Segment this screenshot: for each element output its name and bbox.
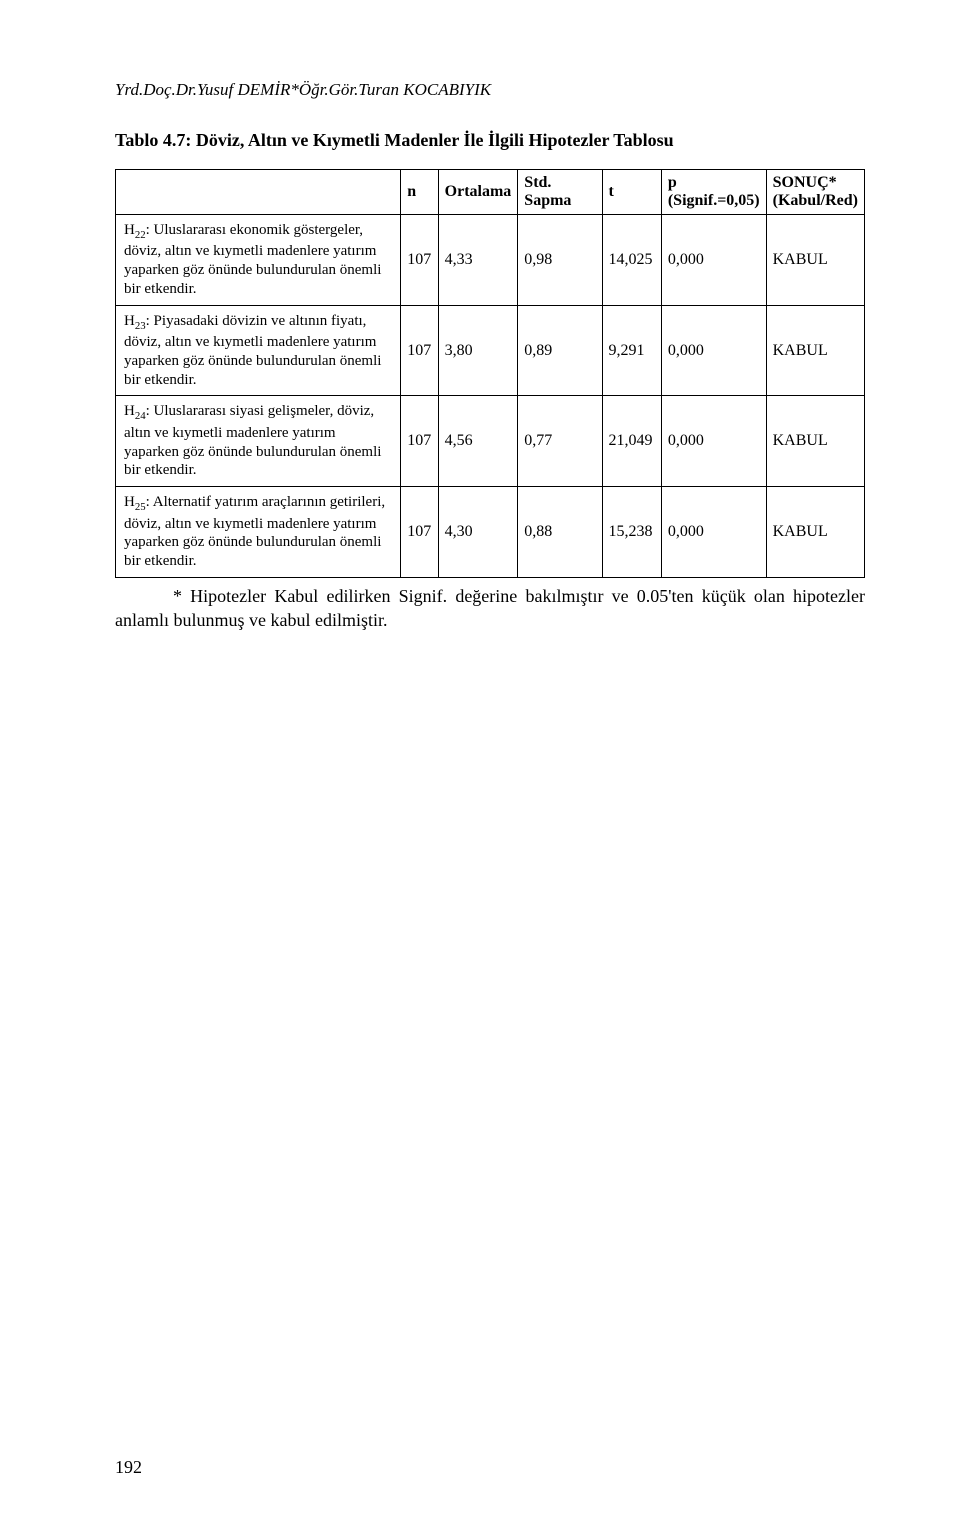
cell-p: 0,000: [661, 215, 766, 306]
cell-n: 107: [401, 215, 438, 306]
cell-result: KABUL: [766, 305, 864, 396]
col-mean: Ortalama: [438, 170, 518, 215]
running-header: Yrd.Doç.Dr.Yusuf DEMİR*Öğr.Gör.Turan KOC…: [115, 80, 865, 100]
table-row: H23: Piyasadaki dövizin ve altının fiyat…: [116, 305, 865, 396]
cell-sd: 0,88: [518, 487, 602, 578]
cell-p: 0,000: [661, 396, 766, 487]
table-row: H25: Alternatif yatırım araçlarının geti…: [116, 487, 865, 578]
cell-p: 0,000: [661, 487, 766, 578]
cell-result: KABUL: [766, 487, 864, 578]
col-t: t: [602, 170, 661, 215]
hypothesis-desc: H22: Uluslararası ekonomik göstergeler, …: [116, 215, 401, 306]
table-header-row: n Ortalama Std. Sapma t p (Signif.=0,05)…: [116, 170, 865, 215]
cell-sd: 0,77: [518, 396, 602, 487]
hypothesis-desc: H23: Piyasadaki dövizin ve altının fiyat…: [116, 305, 401, 396]
col-sd: Std. Sapma: [518, 170, 602, 215]
cell-mean: 4,56: [438, 396, 518, 487]
cell-t: 14,025: [602, 215, 661, 306]
page-number: 192: [115, 1457, 142, 1478]
table-row: H22: Uluslararası ekonomik göstergeler, …: [116, 215, 865, 306]
cell-n: 107: [401, 487, 438, 578]
hypothesis-table: n Ortalama Std. Sapma t p (Signif.=0,05)…: [115, 169, 865, 578]
hypothesis-desc: H24: Uluslararası siyasi gelişmeler, döv…: [116, 396, 401, 487]
table-footnote: * Hipotezler Kabul edilirken Signif. değ…: [115, 584, 865, 633]
table-caption: Tablo 4.7: Döviz, Altın ve Kıymetli Made…: [115, 130, 865, 151]
cell-t: 21,049: [602, 396, 661, 487]
cell-sd: 0,98: [518, 215, 602, 306]
cell-result: KABUL: [766, 215, 864, 306]
cell-mean: 3,80: [438, 305, 518, 396]
cell-t: 15,238: [602, 487, 661, 578]
cell-sd: 0,89: [518, 305, 602, 396]
cell-mean: 4,30: [438, 487, 518, 578]
table-body: H22: Uluslararası ekonomik göstergeler, …: [116, 215, 865, 578]
cell-t: 9,291: [602, 305, 661, 396]
hypothesis-desc: H25: Alternatif yatırım araçlarının geti…: [116, 487, 401, 578]
cell-mean: 4,33: [438, 215, 518, 306]
col-p: p (Signif.=0,05): [661, 170, 766, 215]
cell-p: 0,000: [661, 305, 766, 396]
col-blank: [116, 170, 401, 215]
table-row: H24: Uluslararası siyasi gelişmeler, döv…: [116, 396, 865, 487]
col-result: SONUÇ* (Kabul/Red): [766, 170, 864, 215]
cell-n: 107: [401, 396, 438, 487]
col-n: n: [401, 170, 438, 215]
cell-n: 107: [401, 305, 438, 396]
cell-result: KABUL: [766, 396, 864, 487]
